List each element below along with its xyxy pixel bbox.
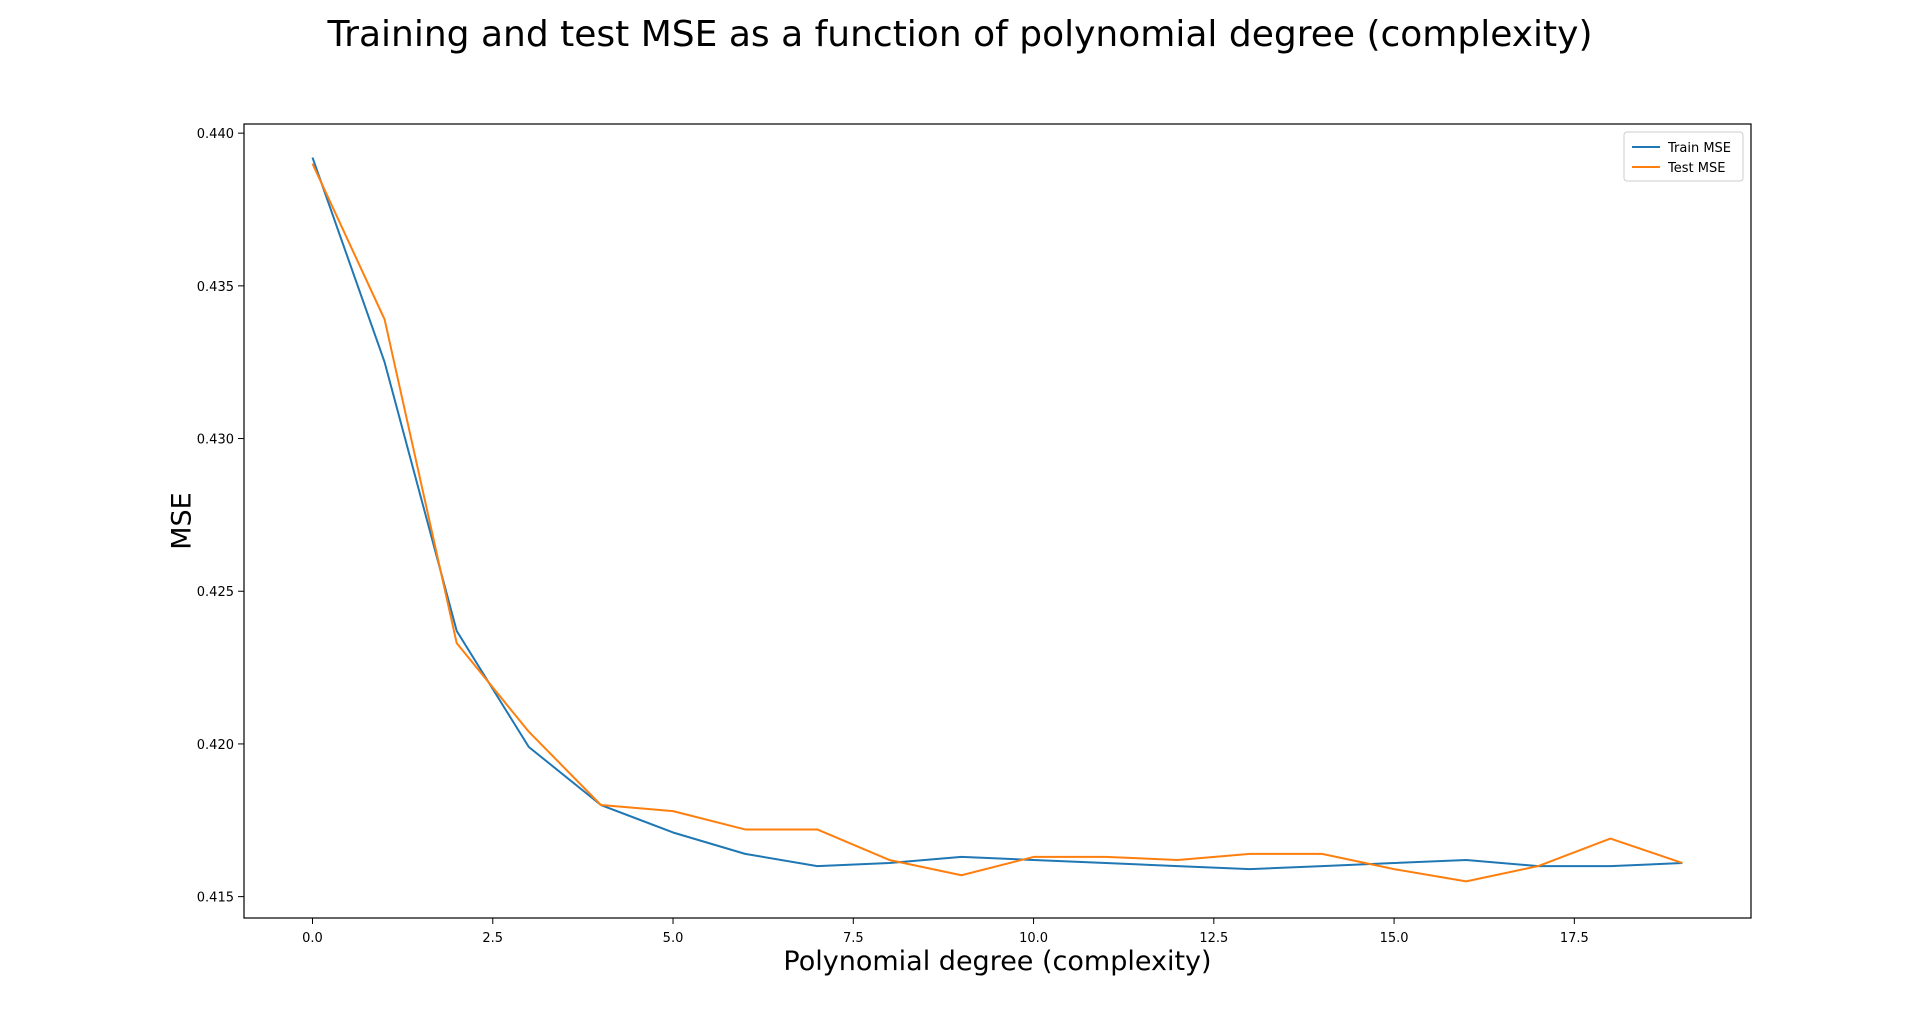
y-tick-label: 0.440 <box>197 127 234 142</box>
y-tick-label: 0.420 <box>197 738 234 753</box>
legend-box <box>1623 131 1744 182</box>
y-tick-label: 0.435 <box>197 280 234 295</box>
legend-label: Train MSE <box>1667 141 1731 156</box>
legend-label: Test MSE <box>1667 161 1725 176</box>
x-axis-label: Polynomial degree (complexity) <box>783 946 1211 977</box>
plot-area <box>311 157 1683 883</box>
x-tick-label: 0.0 <box>302 931 323 946</box>
x-tick-label: 12.5 <box>1199 931 1228 946</box>
axes-frame <box>243 123 1752 919</box>
series-line-train-mse <box>311 157 1683 871</box>
series-line-test-mse <box>311 163 1683 883</box>
x-tick-label: 15.0 <box>1380 931 1409 946</box>
x-tick-label: 5.0 <box>663 931 684 946</box>
chart-title: Training and test MSE as a function of p… <box>327 14 1593 55</box>
axes: 0.0 2.5 5.0 7.5 10.0 12.5 15.0 17.5 0.415 0.420 0.… <box>197 123 1752 946</box>
y-tick-label: 0.425 <box>197 585 234 600</box>
x-tick-label: 17.5 <box>1560 931 1589 946</box>
y-tick-label: 0.415 <box>197 891 234 906</box>
x-tick-label: 2.5 <box>482 931 503 946</box>
y-tick-label: 0.430 <box>197 433 234 448</box>
x-tick-label: 10.0 <box>1019 931 1048 946</box>
x-tick-label: 7.5 <box>843 931 864 946</box>
y-axis-label: MSE <box>167 492 198 550</box>
legend: Train MSE Test MSE <box>1623 131 1744 182</box>
